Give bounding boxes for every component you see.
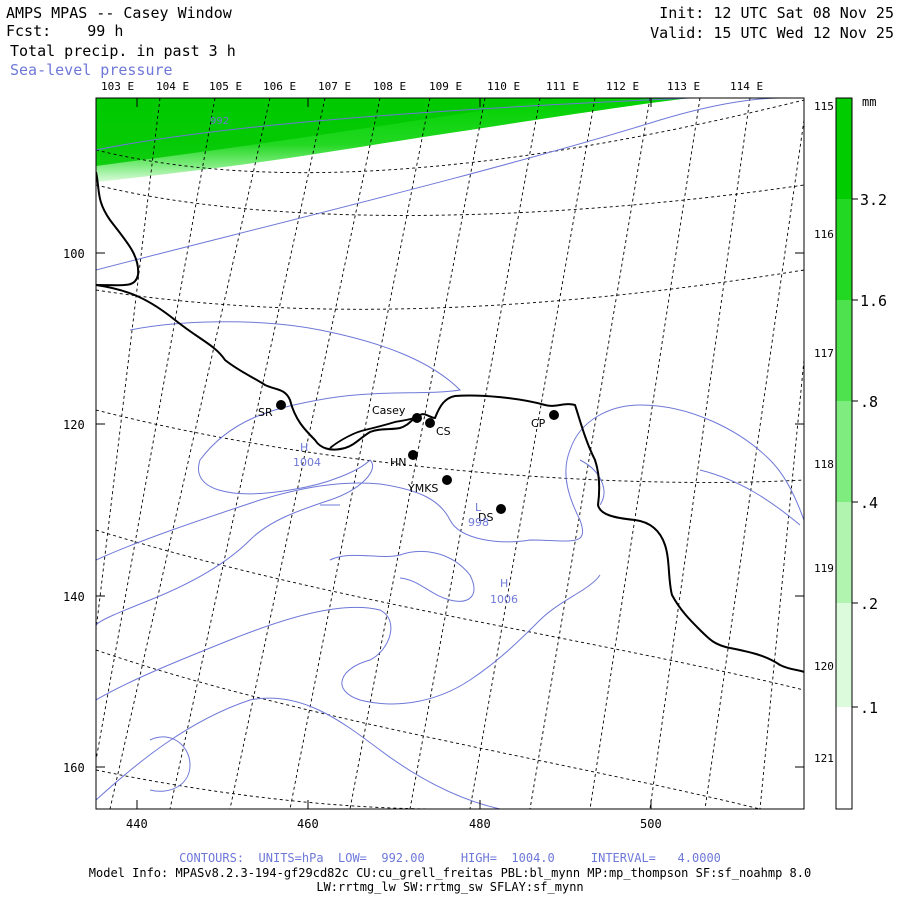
- colorbar-unit: mm: [862, 95, 876, 109]
- colorbar-segment: [836, 603, 852, 707]
- coastline: [96, 171, 804, 673]
- lon-label-top: 111 E: [546, 80, 579, 93]
- lon-label-top: 108 E: [373, 80, 406, 93]
- map-frame: [95, 97, 805, 810]
- station-casey-dot: [412, 413, 422, 423]
- colorbar: mm 3.2 1.6 .8 .4 .2 .1: [835, 95, 887, 810]
- pressure-contour-label: 992: [210, 116, 229, 127]
- model-info: Model Info: MPASv8.2.3-194-gf29cd82c CU:…: [88, 866, 812, 880]
- map-title: AMPS MPAS -- Casey Window: [6, 4, 232, 22]
- pressure-l-symbol: L: [475, 501, 482, 514]
- colorbar-label: .1: [860, 699, 878, 717]
- frame-ticks: [96, 98, 804, 809]
- colorbar-segment: [836, 401, 852, 502]
- pressure-l-value: 998: [468, 516, 489, 529]
- lon-label-top: 107 E: [318, 80, 351, 93]
- pressure-h2-value: 1006: [490, 593, 518, 606]
- field-title: Total precip. in past 3 h: [10, 42, 236, 60]
- colorbar-label: 3.2: [860, 191, 887, 209]
- colorbar-label: .4: [860, 494, 878, 512]
- y-tick-label: 160: [63, 761, 85, 775]
- colorbar-segment: [836, 98, 852, 199]
- pressure-labels: H 1004 L 998 H 1006 992: [210, 116, 518, 606]
- colorbar-segment: [836, 707, 852, 809]
- station-cp-dot: [549, 410, 559, 420]
- station-cp-label: CP: [531, 417, 546, 430]
- station-hn-label: HN: [390, 456, 407, 469]
- station-ymks-dot: [442, 475, 452, 485]
- colorbar-segment: [836, 502, 852, 603]
- pressure-h1-value: 1004: [293, 456, 321, 469]
- station-ymks-label: YMKS: [407, 482, 438, 495]
- latitude-lines: [96, 99, 804, 809]
- x-tick-label: 440: [126, 817, 148, 831]
- contours-info: CONTOURS: UNITS=hPa LOW= 992.00 HIGH= 10…: [179, 851, 721, 865]
- coastline-inlet: [329, 414, 421, 449]
- x-tick-label: 500: [640, 817, 662, 831]
- x-tick-label: 460: [297, 817, 319, 831]
- y-tick-label: 100: [63, 247, 85, 261]
- lon-label-top: 104 E: [156, 80, 189, 93]
- pressure-contours: [96, 98, 804, 809]
- stations: SR Casey CS CP HN YMKS DS: [258, 400, 559, 524]
- top-longitude-labels: 103 E 104 E 105 E 106 E 107 E 108 E 109 …: [101, 80, 763, 93]
- overlay-title: Sea-level pressure: [10, 61, 173, 79]
- pressure-h1-symbol: H: [300, 441, 308, 454]
- colorbar-label: 1.6: [860, 292, 887, 310]
- station-sr-label: SR: [258, 406, 273, 419]
- x-tick-label: 480: [469, 817, 491, 831]
- y-tick-label: 120: [63, 418, 85, 432]
- station-casey-label: Casey: [372, 404, 406, 417]
- colorbar-label: .2: [860, 595, 878, 613]
- station-cs-label: CS: [436, 425, 451, 438]
- lon-label-top: 110 E: [487, 80, 520, 93]
- model-info-2: LW:rrtmg_lw SW:rrtmg_sw SFLAY:sf_mynn: [316, 880, 584, 894]
- grid-tick-labels: 440 460 480 500 100 120 140 160: [63, 247, 662, 831]
- lon-label-top: 112 E: [606, 80, 639, 93]
- valid-time: Valid: 15 UTC Wed 12 Nov 25: [650, 24, 894, 42]
- lon-label-top: 103 E: [101, 80, 134, 93]
- precip-core: [96, 98, 560, 166]
- station-sr-dot: [276, 400, 286, 410]
- station-ds-label: DS: [478, 511, 493, 524]
- pressure-h2-symbol: H: [500, 577, 508, 590]
- station-hn-dot: [408, 450, 418, 460]
- station-cs-dot: [425, 418, 435, 428]
- colorbar-label: .8: [860, 393, 878, 411]
- lon-label-top: 105 E: [209, 80, 242, 93]
- lon-label-top: 109 E: [429, 80, 462, 93]
- lon-label-top: 106 E: [263, 80, 296, 93]
- colorbar-segment: [836, 300, 852, 401]
- init-time: Init: 12 UTC Sat 08 Nov 25: [659, 4, 894, 22]
- forecast-hour: Fcst: 99 h: [6, 22, 124, 40]
- colorbar-segment: [836, 199, 852, 300]
- lon-label-top: 113 E: [667, 80, 700, 93]
- longitude-lines: [96, 98, 804, 809]
- station-ds-dot: [496, 504, 506, 514]
- lon-label-top: 114 E: [730, 80, 763, 93]
- y-tick-label: 140: [63, 590, 85, 604]
